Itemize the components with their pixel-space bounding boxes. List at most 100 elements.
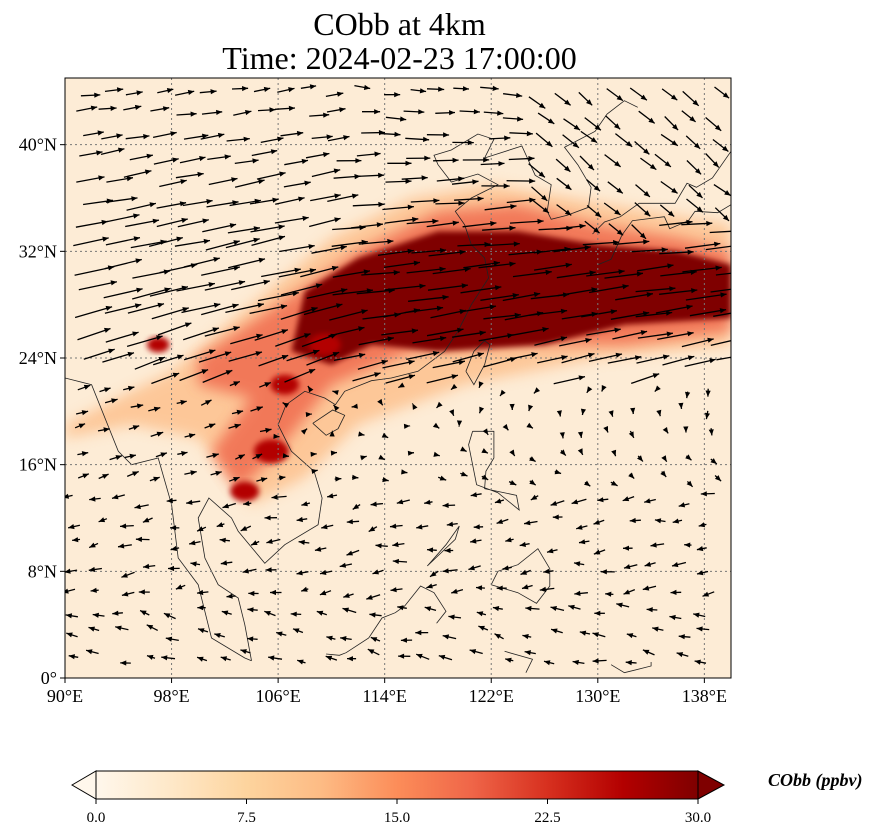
- wind-vector-head: [705, 390, 711, 397]
- colorbar-body: [95, 770, 699, 800]
- wind-vector-head: [644, 210, 651, 217]
- wind-vector-head: [170, 131, 177, 137]
- wind-vector-head: [597, 497, 604, 503]
- wind-vector-head: [470, 538, 477, 544]
- wind-vector-head: [722, 92, 730, 99]
- wind-vector-head: [520, 569, 528, 575]
- wind-vector-head: [623, 589, 630, 595]
- wind-vector-head: [296, 130, 304, 137]
- wind-vector-head: [181, 451, 188, 457]
- wind-vector-head: [686, 219, 693, 225]
- wind-vector-head: [618, 269, 625, 275]
- wind-vector-head: [433, 198, 440, 204]
- wind-vector: [561, 312, 598, 320]
- wind-vector-head: [552, 514, 559, 520]
- colorbar-extend-max: [697, 770, 726, 800]
- wind-vector: [331, 240, 368, 247]
- wind-vector-head: [210, 89, 217, 95]
- wind-vector-head: [108, 348, 115, 354]
- wind-vector-head: [696, 206, 703, 213]
- wind-vector-head: [252, 158, 259, 164]
- wind-vector-head: [374, 372, 381, 378]
- wind-vector-head: [215, 470, 222, 476]
- wind-vector-head: [346, 550, 353, 556]
- wind-vector-head: [358, 431, 365, 437]
- coastline: [610, 662, 652, 674]
- wind-vector-head: [696, 546, 704, 552]
- wind-vector-head: [579, 223, 586, 229]
- wind-vector-head: [672, 518, 680, 524]
- wind-vector-head: [664, 161, 671, 167]
- wind-vector: [710, 288, 731, 293]
- wind-vector-head: [614, 123, 621, 130]
- wind-vector: [586, 270, 625, 277]
- wind-vector-head: [494, 633, 501, 639]
- wind-vector-head: [355, 158, 362, 164]
- wind-vector-head: [678, 402, 684, 409]
- wind-vector-head: [473, 109, 480, 115]
- wind-vector-head: [304, 180, 311, 186]
- wind-vector-head: [479, 406, 485, 414]
- wind-vector-head: [175, 584, 183, 590]
- wind-vector-head: [135, 258, 142, 264]
- wind-vector-head: [197, 171, 204, 177]
- wind-vector-head: [533, 292, 541, 298]
- wind-vector-head: [671, 140, 678, 146]
- wind-vector-head: [265, 427, 272, 433]
- wind-vector-head: [556, 410, 562, 417]
- wind-vector-head: [411, 328, 418, 334]
- wind-vector-head: [202, 218, 209, 224]
- wind-vector-head: [722, 214, 729, 221]
- wind-vector-head: [584, 245, 591, 251]
- wind-vector-head: [626, 633, 634, 639]
- lat-tick-label: 8°N: [28, 561, 57, 581]
- wind-vector-head: [131, 196, 138, 202]
- wind-vector-head: [538, 171, 545, 178]
- wind-vector-head: [436, 401, 443, 408]
- wind-vector-head: [115, 455, 122, 460]
- wind-vector-head: [258, 257, 265, 263]
- wind-vector-head: [378, 172, 385, 178]
- wind-vector-head: [644, 561, 652, 567]
- wind-vector-head: [439, 266, 446, 272]
- wind-vector-head: [281, 329, 288, 335]
- wind-vector-head: [340, 288, 348, 294]
- wind-vector-head: [669, 614, 676, 621]
- wind-vector-head: [686, 480, 693, 487]
- wind-vector-head: [216, 522, 224, 528]
- wind-vector-head: [363, 84, 371, 90]
- wind-vector-head: [81, 410, 89, 416]
- wind-vector-head: [623, 545, 629, 551]
- wind-vector-head: [238, 454, 245, 460]
- wind-vector-head: [407, 204, 414, 210]
- wind-vector: [553, 246, 591, 253]
- wind-vector-head: [691, 288, 698, 294]
- wind-vector-head: [89, 542, 96, 548]
- wind-vector-head: [528, 404, 534, 412]
- wind-vector-head: [714, 475, 722, 482]
- wind-vector-head: [242, 86, 249, 92]
- wind-vector-head: [396, 499, 404, 505]
- wind-vector-head: [226, 593, 233, 599]
- wind-vector-head: [202, 133, 209, 139]
- lon-tick-label: 138°E: [682, 686, 727, 706]
- wind-vector-head: [316, 610, 324, 616]
- wind-vector-head: [562, 292, 570, 298]
- wind-vector-head: [157, 302, 164, 308]
- wind-vector-head: [449, 110, 455, 116]
- wind-vector-head: [340, 245, 347, 251]
- wind-vector-head: [332, 352, 340, 357]
- wind-vector-head: [366, 594, 373, 600]
- wind-vector-head: [470, 492, 477, 498]
- wind-vector-head: [442, 568, 449, 574]
- wind-vector-head: [594, 211, 602, 218]
- wind-vector-head: [290, 611, 297, 617]
- wind-vector-head: [593, 519, 600, 525]
- wind-vector-head: [217, 132, 225, 138]
- wind-vector-head: [456, 420, 463, 427]
- wind-vector-head: [722, 145, 729, 152]
- wind-vector-head: [700, 491, 707, 497]
- wind-vector-head: [643, 148, 650, 155]
- wind-vector-head: [630, 407, 636, 414]
- wind-vector-head: [296, 570, 303, 576]
